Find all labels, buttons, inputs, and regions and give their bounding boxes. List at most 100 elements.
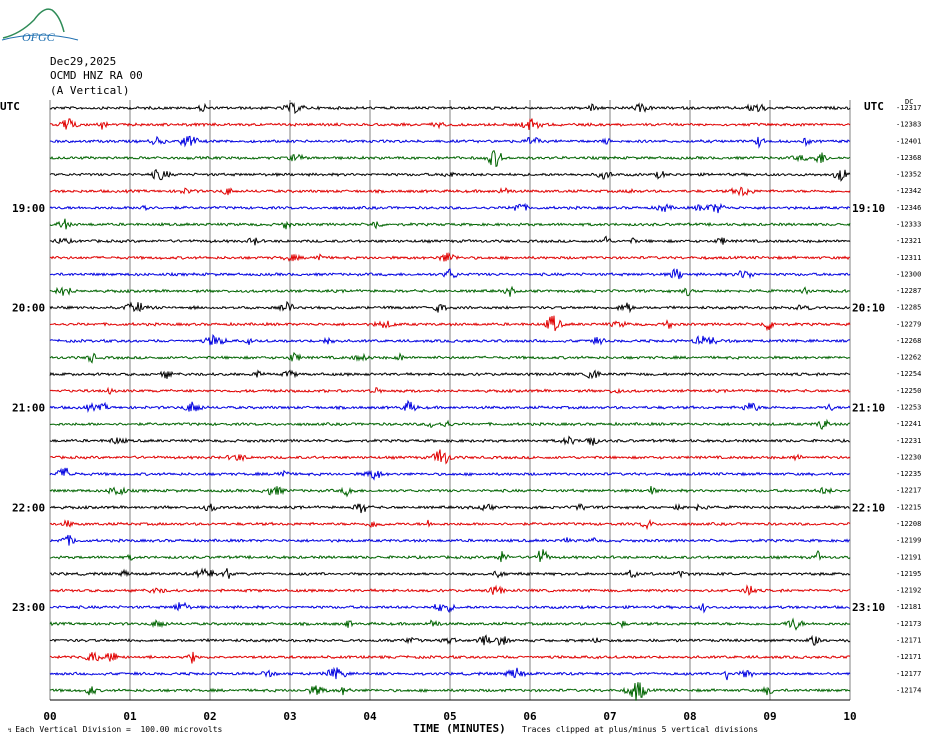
seismogram-trace xyxy=(49,651,851,664)
seismogram-trace xyxy=(49,300,851,314)
dc-offset-label: -12192 xyxy=(896,587,921,595)
seismogram-trace xyxy=(49,386,851,395)
header-component: (A Vertical) xyxy=(50,84,130,97)
x-tick-label: 05 xyxy=(443,710,456,723)
seismogram-trace xyxy=(49,549,851,563)
seismogram-trace xyxy=(49,418,851,430)
left-hour-label: 22:00 xyxy=(12,501,45,514)
seismogram-trace xyxy=(49,252,851,262)
seismogram-trace xyxy=(49,467,851,481)
x-axis-title: TIME (MINUTES) xyxy=(413,722,506,735)
seismogram-trace xyxy=(49,584,851,596)
scale-note-text: Each Vertical Division = 100.00 microvol… xyxy=(15,725,223,734)
header-station: OCMD HNZ RA 00 xyxy=(50,69,143,82)
right-hour-label: 21:10 xyxy=(852,402,885,415)
dc-offset-label: -12317 xyxy=(896,104,921,112)
dc-offset-label: -12174 xyxy=(896,686,921,694)
seismogram-trace xyxy=(49,168,851,182)
right-hour-label: 23:10 xyxy=(852,601,885,614)
seismogram-trace xyxy=(49,435,850,446)
dc-offset-label: -12285 xyxy=(896,304,921,312)
dc-offset-label: -12254 xyxy=(896,370,921,378)
dc-offset-label: -12171 xyxy=(896,636,921,644)
x-tick-label: 08 xyxy=(683,710,696,723)
x-tick-label: 10 xyxy=(843,710,856,723)
dc-offset-label: -12346 xyxy=(896,204,921,212)
seismogram-trace xyxy=(49,135,851,149)
seismogram-trace xyxy=(49,634,851,646)
right-hour-label: 19:10 xyxy=(852,202,885,215)
seismogram-trace xyxy=(49,449,851,465)
dc-offset-label: -12250 xyxy=(896,387,921,395)
left-utc-title: UTC xyxy=(0,100,20,113)
dc-offset-label: -12279 xyxy=(896,320,921,328)
dc-offset-label: -12268 xyxy=(896,337,921,345)
seismogram-trace xyxy=(49,369,851,380)
x-tick-label: 02 xyxy=(203,710,216,723)
x-tick-label: 04 xyxy=(363,710,377,723)
x-tick-label: 09 xyxy=(763,710,776,723)
dc-offset-label: -12177 xyxy=(896,670,921,678)
seismogram-trace xyxy=(49,601,851,614)
dc-offset-label: -12195 xyxy=(896,570,921,578)
dc-offset-label: -12333 xyxy=(896,220,921,228)
left-hour-label: 20:00 xyxy=(12,302,45,315)
seismogram-trace xyxy=(49,268,851,280)
seismogram-trace xyxy=(49,235,851,246)
dc-label: DC xyxy=(905,98,914,106)
svg-text:OFGC: OFGC xyxy=(22,30,56,44)
right-hour-label: 20:10 xyxy=(852,302,885,315)
seismogram-trace xyxy=(49,518,851,531)
dc-offset-label: -12321 xyxy=(896,237,921,245)
dc-offset-label: -12230 xyxy=(896,453,921,461)
seismogram-trace xyxy=(49,503,851,514)
dc-offset-label: -12241 xyxy=(896,420,921,428)
dc-offset-label: -12231 xyxy=(896,437,921,445)
seismogram-trace xyxy=(49,534,851,546)
header-date: Dec29,2025 xyxy=(50,55,117,68)
scale-note: ↯ Each Vertical Division = 100.00 microv… xyxy=(8,725,223,734)
dc-offset-label: -12217 xyxy=(896,487,921,495)
dc-offset-label: -12199 xyxy=(896,537,921,545)
dc-offset-label: -12208 xyxy=(896,520,921,528)
dc-offset-label: -12352 xyxy=(896,171,921,179)
seismogram-trace xyxy=(49,186,851,197)
dc-offset-label: -12287 xyxy=(896,287,921,295)
clip-note: Traces clipped at plus/minus 5 vertical … xyxy=(522,725,759,734)
x-tick-label: 06 xyxy=(523,710,537,723)
seismogram-trace xyxy=(49,333,851,346)
x-tick-label: 01 xyxy=(123,710,137,723)
dc-offset-label: -12311 xyxy=(896,254,921,262)
right-hour-label: 22:10 xyxy=(852,501,885,514)
seismogram-trace xyxy=(49,102,851,115)
seismogram-trace xyxy=(49,399,851,413)
dc-offset-label: -12181 xyxy=(896,603,921,611)
seismogram-trace xyxy=(49,285,851,297)
dc-offset-label: -12383 xyxy=(896,121,921,129)
dc-offset-label: -12253 xyxy=(896,404,921,412)
left-hour-label: 19:00 xyxy=(12,202,45,215)
seismogram-trace xyxy=(49,118,851,131)
seismogram-trace xyxy=(49,149,851,168)
seismogram-trace xyxy=(49,666,851,681)
seismogram-trace xyxy=(49,682,851,701)
right-utc-title: UTC xyxy=(864,100,884,113)
dc-offset-label: -12368 xyxy=(896,154,921,162)
ofgc-logo: OFGC xyxy=(1,8,79,44)
seismogram-trace xyxy=(49,486,851,498)
seismogram-trace xyxy=(49,218,851,230)
dc-offset-label: -12401 xyxy=(896,137,921,145)
seismogram-trace xyxy=(49,567,851,579)
dc-offset-label: -12235 xyxy=(896,470,921,478)
dc-offset-label: -12262 xyxy=(896,354,921,362)
dc-offset-label: -12215 xyxy=(896,503,921,511)
x-tick-label: 03 xyxy=(283,710,296,723)
dc-offset-label: -12173 xyxy=(896,620,921,628)
dc-offset-label: -12171 xyxy=(896,653,921,661)
seismogram-trace xyxy=(49,617,851,631)
dc-offset-label: -12191 xyxy=(896,553,921,561)
left-hour-label: 23:00 xyxy=(12,601,45,614)
left-hour-label: 21:00 xyxy=(12,402,45,415)
seismogram-trace xyxy=(49,315,851,332)
